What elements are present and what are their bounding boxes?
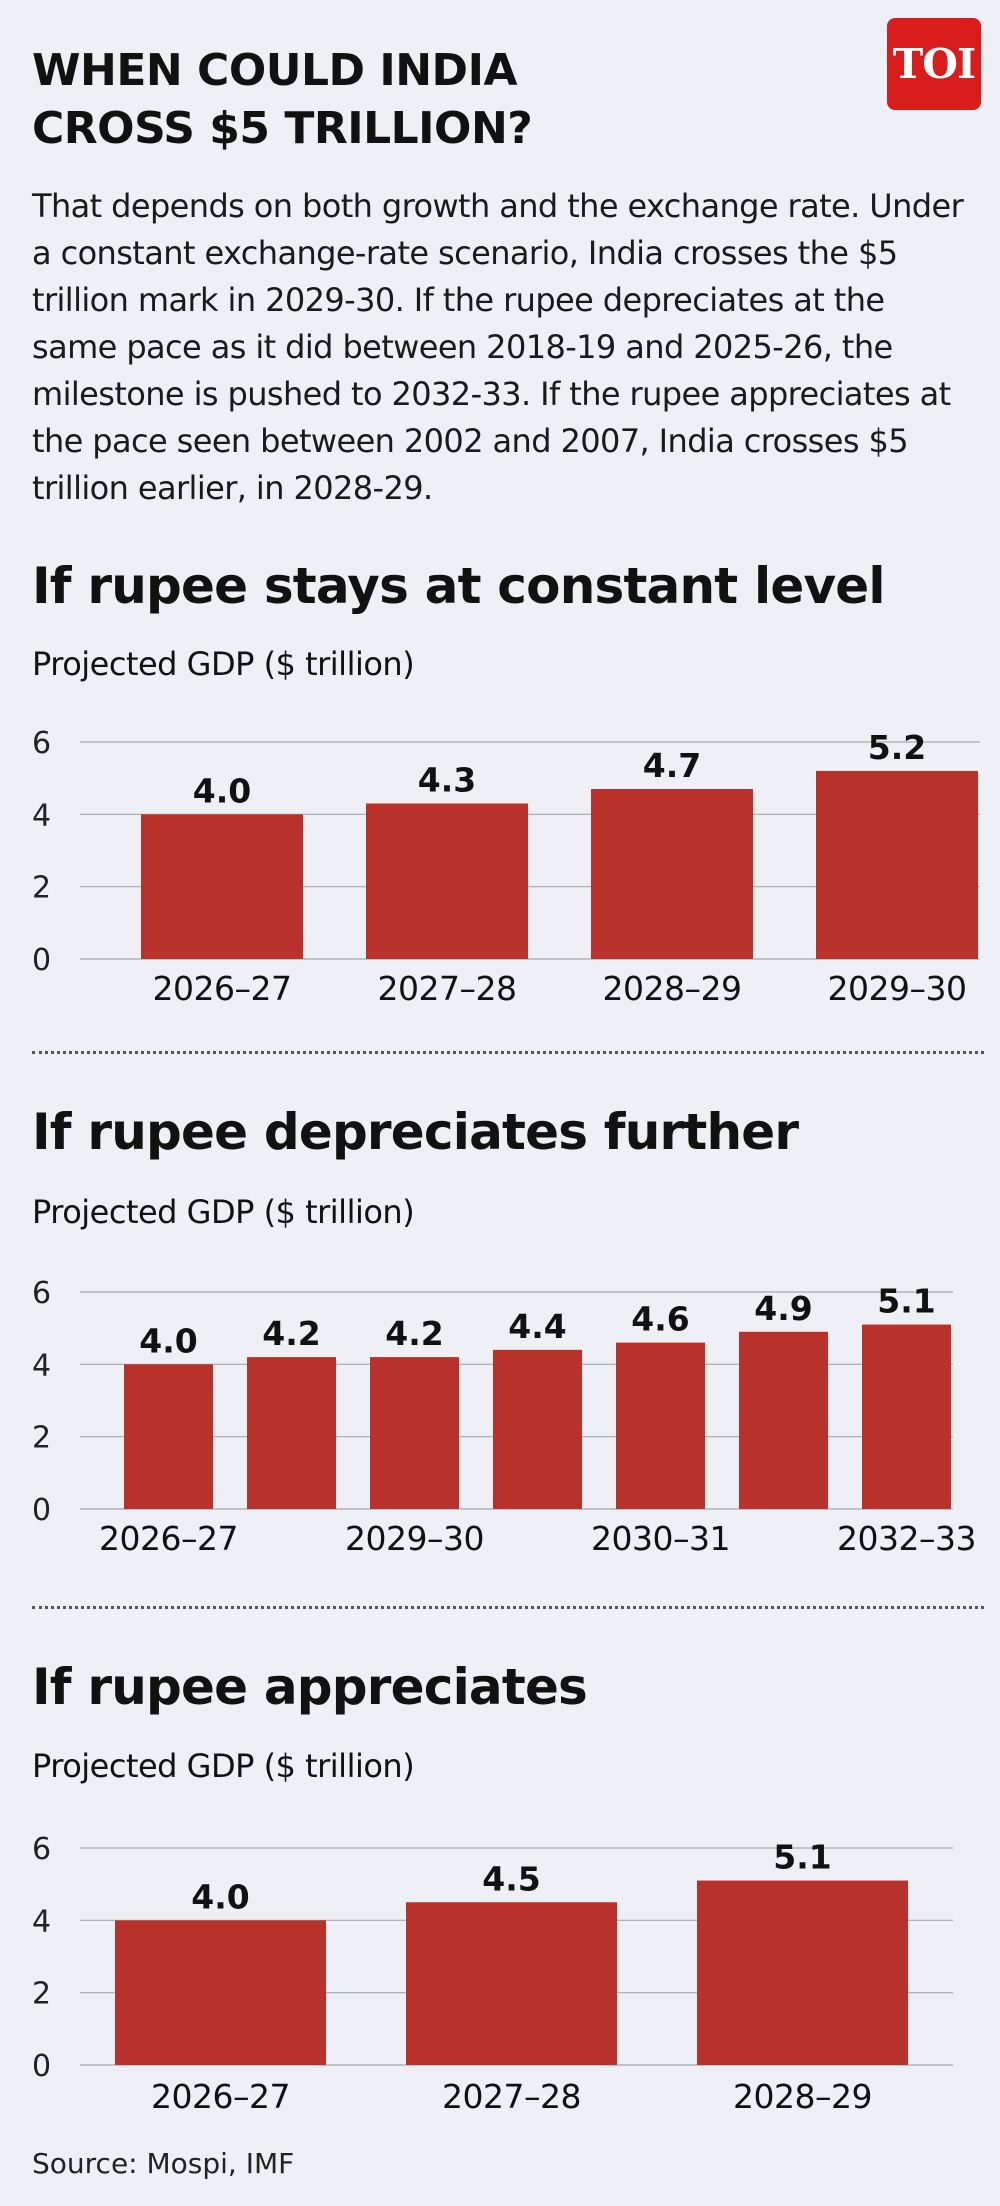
bar-value-label: 4.4 — [508, 1307, 566, 1346]
section-title-appreciates: If rupee appreciates — [32, 1658, 588, 1716]
y-tick-label: 6 — [32, 726, 51, 761]
bar-value-label: 4.2 — [385, 1314, 443, 1353]
title-line-1: WHEN COULD INDIA — [32, 45, 518, 96]
bar — [697, 1880, 908, 2065]
x-tick-label: 2027–28 — [378, 969, 517, 1008]
x-tick-label: 2029–30 — [345, 1519, 484, 1558]
y-tick-label: 2 — [32, 1421, 51, 1456]
bar — [370, 1357, 459, 1509]
x-tick-label: 2032–33 — [837, 1519, 976, 1558]
intro-text: That depends on both growth and the exch… — [32, 187, 964, 507]
bar — [124, 1364, 213, 1509]
bar — [591, 789, 753, 959]
title-line-2: CROSS $5 TRILLION? — [32, 103, 533, 154]
x-tick-label: 2026–27 — [99, 1519, 238, 1558]
bar-value-label: 4.0 — [193, 771, 251, 810]
section-divider — [32, 1606, 984, 1609]
y-tick-label: 4 — [32, 798, 51, 833]
y-tick-label: 2 — [32, 871, 51, 906]
x-tick-label: 2026–27 — [153, 969, 292, 1008]
page-title: WHEN COULD INDIA CROSS $5 TRILLION? — [32, 42, 852, 158]
x-tick-label: 2029–30 — [828, 969, 967, 1008]
y-tick-label: 4 — [32, 1348, 51, 1383]
y-tick-label: 6 — [32, 1276, 51, 1311]
bar-value-label: 5.1 — [877, 1282, 935, 1321]
toi-logo: TOI — [887, 18, 981, 110]
y-tick-label: 4 — [32, 1904, 51, 1939]
source-note: Source: Mospi, IMF — [32, 2147, 295, 2180]
bar-value-label: 4.0 — [139, 1321, 197, 1360]
x-tick-label: 2030–31 — [591, 1519, 730, 1558]
bar-value-label: 4.5 — [482, 1859, 540, 1898]
x-tick-label: 2028–29 — [733, 2077, 872, 2116]
section-divider — [32, 1051, 984, 1054]
x-tick-label: 2026–27 — [151, 2077, 290, 2116]
bar-value-label: 5.1 — [773, 1838, 831, 1877]
bar — [816, 770, 978, 959]
bar — [141, 814, 303, 959]
bar-value-label: 4.3 — [418, 760, 476, 799]
bar — [366, 803, 528, 959]
bar — [493, 1349, 582, 1509]
x-tick-label: 2027–28 — [442, 2077, 581, 2116]
y-tick-label: 2 — [32, 1977, 51, 2012]
section-title-depreciates: If rupee depreciates further — [32, 1103, 799, 1161]
bar — [247, 1357, 336, 1509]
x-tick-label: 2028–29 — [603, 969, 742, 1008]
y-tick-label: 0 — [32, 2049, 51, 2084]
chart-appreciates: 0 2 4 6 4.0 2026–27 4.5 2027–28 5.1 2028–29 — [32, 1832, 953, 2116]
bar — [115, 1920, 326, 2065]
section-subtitle-constant: Projected GDP ($ trillion) — [32, 645, 415, 683]
bar-value-label: 4.7 — [643, 746, 701, 785]
bar-value-label: 4.6 — [631, 1300, 689, 1339]
chart-constant: 0 2 4 6 4.0 2026–27 4.3 2027–28 4.7 2028–29 5.2 202… — [32, 726, 980, 1008]
section-subtitle-depreciates: Projected GDP ($ trillion) — [32, 1193, 415, 1231]
y-tick-label: 6 — [32, 1832, 51, 1867]
y-tick-label: 0 — [32, 943, 51, 978]
bar-value-label: 5.2 — [868, 728, 926, 767]
y-tick-label: 0 — [32, 1493, 51, 1528]
bar-value-label: 4.0 — [191, 1877, 249, 1916]
chart-depreciates: 0 2 4 6 4.0 2026–27 4.2 4.2 2029–30 4.4 4.6 2030–31… — [32, 1276, 976, 1558]
bar — [616, 1342, 705, 1509]
bar — [739, 1331, 828, 1509]
section-title-constant: If rupee stays at constant level — [32, 557, 886, 615]
bar — [862, 1324, 951, 1509]
bar-value-label: 4.9 — [754, 1289, 812, 1328]
section-subtitle-appreciates: Projected GDP ($ trillion) — [32, 1747, 415, 1785]
bar-value-label: 4.2 — [262, 1314, 320, 1353]
bar — [406, 1902, 617, 2065]
